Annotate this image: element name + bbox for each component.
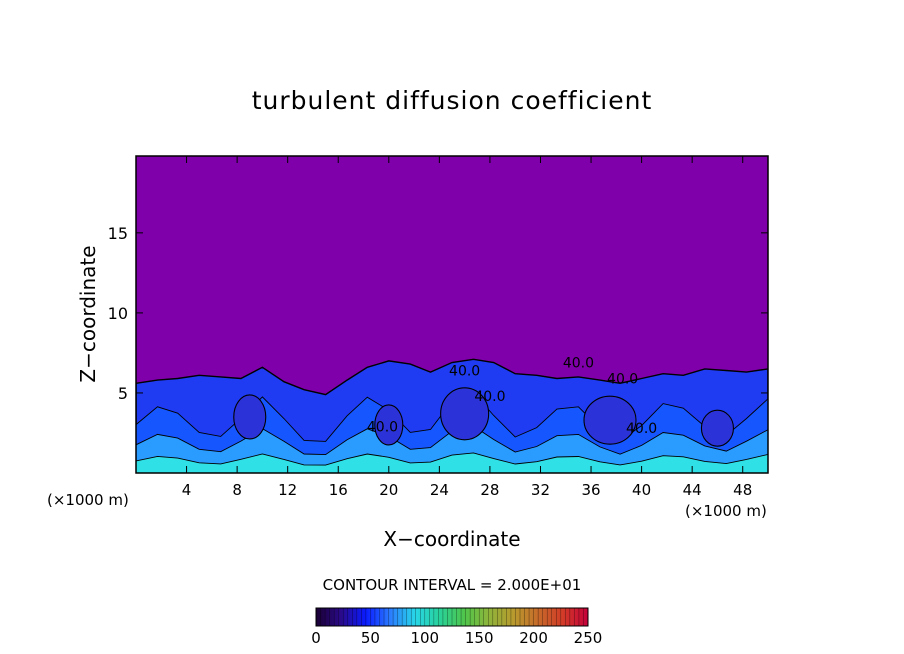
contour-label: 40.0 (626, 421, 657, 437)
y-tick-label: 10 (108, 304, 128, 323)
y-axis-label: Z−coordinate (76, 245, 100, 383)
y-tick-label: 15 (108, 224, 128, 243)
contour-label: 40.0 (474, 389, 505, 405)
x-tick-label: 8 (232, 481, 242, 499)
colorbar-tick-label: 150 (465, 629, 494, 647)
x-tick-label: 28 (480, 481, 499, 499)
x-tick-label: 12 (278, 481, 297, 499)
x-axis-label: X−coordinate (383, 527, 521, 551)
plot-frame (135, 155, 769, 474)
x-tick-label: 4 (182, 481, 192, 499)
eddy-2 (583, 395, 637, 445)
colorbar-tick-label: 100 (410, 629, 439, 647)
x-tick-label: 44 (683, 481, 702, 499)
contour-label: 40.0 (367, 419, 398, 435)
eddy-1 (440, 387, 490, 441)
colorbar-tick-label: 250 (574, 629, 603, 647)
eddy-5 (700, 409, 734, 447)
colorbar-tick-label: 0 (311, 629, 321, 647)
colorbar: 0 50 100 150 200 250 (311, 607, 603, 647)
chart-title: turbulent diffusion coefficient (251, 86, 653, 115)
x-tick-label: 32 (531, 481, 550, 499)
x-tick-label: 20 (379, 481, 398, 499)
x-tick-label: 48 (733, 481, 752, 499)
colorbar-tick-label: 50 (361, 629, 380, 647)
diffusion-field: 40.0 40.0 40.0 40.0 40.0 40.0 (136, 156, 768, 473)
inner-band-3 (136, 452, 768, 473)
x-unit-label: (×1000 m) (685, 502, 767, 520)
colorbar-tick-label: 200 (519, 629, 548, 647)
eddy-4 (233, 394, 267, 440)
x-tick-label: 24 (430, 481, 449, 499)
x-tick-label: 16 (329, 481, 348, 499)
y-tick-label: 5 (118, 384, 128, 403)
contour-label: 40.0 (563, 355, 594, 371)
y-unit-label: (×1000 m) (47, 491, 129, 509)
eddy-3 (374, 404, 404, 446)
x-tick-label: 36 (581, 481, 600, 499)
contour-label: 40.0 (607, 371, 638, 387)
x-tick-label: 40 (632, 481, 651, 499)
contour-interval: CONTOUR INTERVAL = 2.000E+01 (322, 576, 582, 594)
contour-label: 40.0 (449, 363, 480, 379)
